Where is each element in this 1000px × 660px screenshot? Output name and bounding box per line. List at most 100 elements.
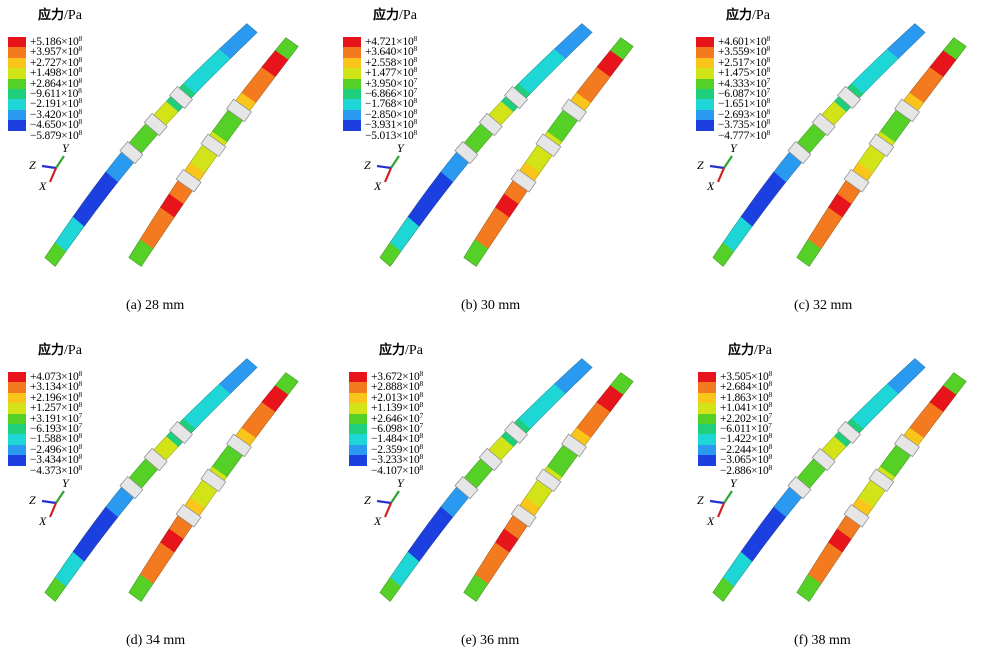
legend-exponent: 8: [419, 462, 424, 472]
clamp-block: [200, 468, 227, 493]
legend-mantissa: −3.931×10: [365, 119, 414, 132]
clamp-block: [811, 447, 836, 472]
legend-exponent: 8: [78, 389, 83, 399]
legend-value: +2.888×108: [371, 378, 423, 393]
clamp-block: [837, 85, 861, 109]
y-axis-arrow: [723, 155, 733, 169]
legend-exponent: 8: [413, 65, 418, 75]
legend-value: −3.233×108: [371, 451, 423, 466]
legend-mantissa: +3.505×10: [720, 371, 769, 383]
legend-swatch: [349, 372, 367, 383]
legend-mantissa: −1.588×10: [30, 433, 79, 446]
legend-exponent: 8: [413, 106, 418, 116]
stress-band: [72, 171, 119, 227]
legend-exponent: 8: [768, 431, 773, 441]
clamp-block: [454, 141, 479, 165]
legend-mantissa: +3.191×10: [30, 412, 79, 425]
legend-mantissa: −3.434×10: [30, 454, 79, 467]
legend-swatch: [8, 434, 26, 445]
legend-swatch: [8, 444, 26, 456]
z-axis-arrow: [709, 164, 725, 170]
left-strip: [44, 358, 258, 602]
stress-band: [518, 48, 566, 94]
legend-mantissa: −6.866×10: [365, 87, 414, 100]
legend-swatch: [8, 455, 26, 466]
left-strip: [712, 358, 926, 602]
legend-value: +4.721×108: [365, 33, 417, 48]
legend-mantissa: +2.196×10: [30, 391, 79, 404]
legend-swatch: [343, 99, 361, 110]
legend-value: −1.422×108: [720, 430, 772, 445]
stress-band: [554, 358, 593, 394]
strip-outline: [44, 23, 258, 267]
strip-outline: [379, 23, 593, 267]
legend-value: −3.735×108: [718, 116, 770, 131]
legend-value: −2.693×108: [718, 106, 770, 121]
coordinate-triad: Y ZX: [364, 476, 405, 528]
legend-swatch: [696, 57, 714, 69]
legend-exponent: 8: [766, 127, 771, 137]
legend-exponent: 8: [78, 379, 83, 389]
legend-value: +2.013×108: [371, 389, 423, 404]
legend-value: +2.864×108: [30, 75, 82, 90]
legend-exponent: 8: [768, 389, 773, 399]
legend-mantissa: +1.139×10: [371, 402, 420, 415]
x-axis-arrow: [383, 167, 393, 183]
legend-exponent: 7: [413, 75, 418, 85]
x-axis-arrow: [383, 502, 393, 518]
legend-unit: /Pa: [64, 343, 82, 358]
legend-mantissa: +4.721×10: [365, 36, 414, 48]
clamp-block: [478, 447, 503, 472]
legend-value: +2.646×107: [371, 410, 423, 425]
legend-exponent: 8: [768, 441, 773, 451]
legend-swatch: [8, 382, 26, 393]
legend-value: −4.373×108: [30, 462, 82, 477]
legend-exponent: 8: [766, 96, 771, 106]
legend-exponent: 7: [768, 420, 772, 430]
legend-value: −6.193×107: [30, 420, 82, 435]
legend-value: −1.768×108: [365, 95, 417, 110]
legend-exponent: 8: [413, 117, 418, 127]
legend-swatch: [698, 403, 716, 414]
clamp-block: [478, 112, 503, 137]
legend-mantissa: −2.850×10: [365, 108, 414, 121]
right-strip: [463, 372, 634, 602]
legend-swatch: [8, 372, 26, 383]
legend-value: +3.191×107: [30, 410, 82, 425]
legend-mantissa: +2.888×10: [371, 381, 420, 394]
x-axis-label: X: [373, 514, 382, 528]
legend-mantissa: −1.422×10: [720, 433, 769, 446]
legend-value: −3.420×108: [30, 106, 82, 121]
panel-caption: (e) 36 mm: [461, 633, 520, 648]
x-axis-arrow: [716, 502, 726, 518]
stress-band: [407, 171, 454, 227]
clamp-block: [226, 433, 252, 458]
legend-exponent: 8: [78, 127, 83, 137]
legend-exponent: 8: [419, 452, 424, 462]
legend-mantissa: +1.477×10: [365, 67, 414, 80]
legend-value: +2.558×108: [365, 54, 417, 69]
legend-value: −1.588×108: [30, 430, 82, 445]
legend-swatch: [349, 434, 367, 445]
legend-mantissa: +1.041×10: [720, 402, 769, 415]
legend-swatch: [349, 423, 367, 435]
legend-swatch: [8, 37, 26, 48]
stress-band: [740, 171, 787, 227]
x-axis-label: X: [706, 514, 715, 528]
legend-exponent: 8: [413, 96, 418, 106]
panel-caption: (d) 34 mm: [126, 633, 186, 648]
legend-exponent: 8: [78, 85, 82, 95]
legend-swatch: [698, 423, 716, 435]
legend-value: −3.931×108: [365, 116, 417, 131]
legend-value: +2.202×107: [720, 410, 772, 425]
legend-swatch: [349, 455, 367, 466]
legend-value: −5.013×108: [365, 127, 417, 142]
legend-value: +2.196×108: [30, 389, 82, 404]
legend-swatch: [8, 99, 26, 110]
legend-value: −4.777×108: [718, 127, 770, 142]
y-axis-label: Y: [397, 141, 405, 155]
clamp-block: [868, 133, 895, 158]
y-axis-label: Y: [730, 141, 738, 155]
legend-mantissa: −3.420×10: [30, 108, 79, 121]
legend-mantissa: +4.601×10: [718, 36, 767, 48]
